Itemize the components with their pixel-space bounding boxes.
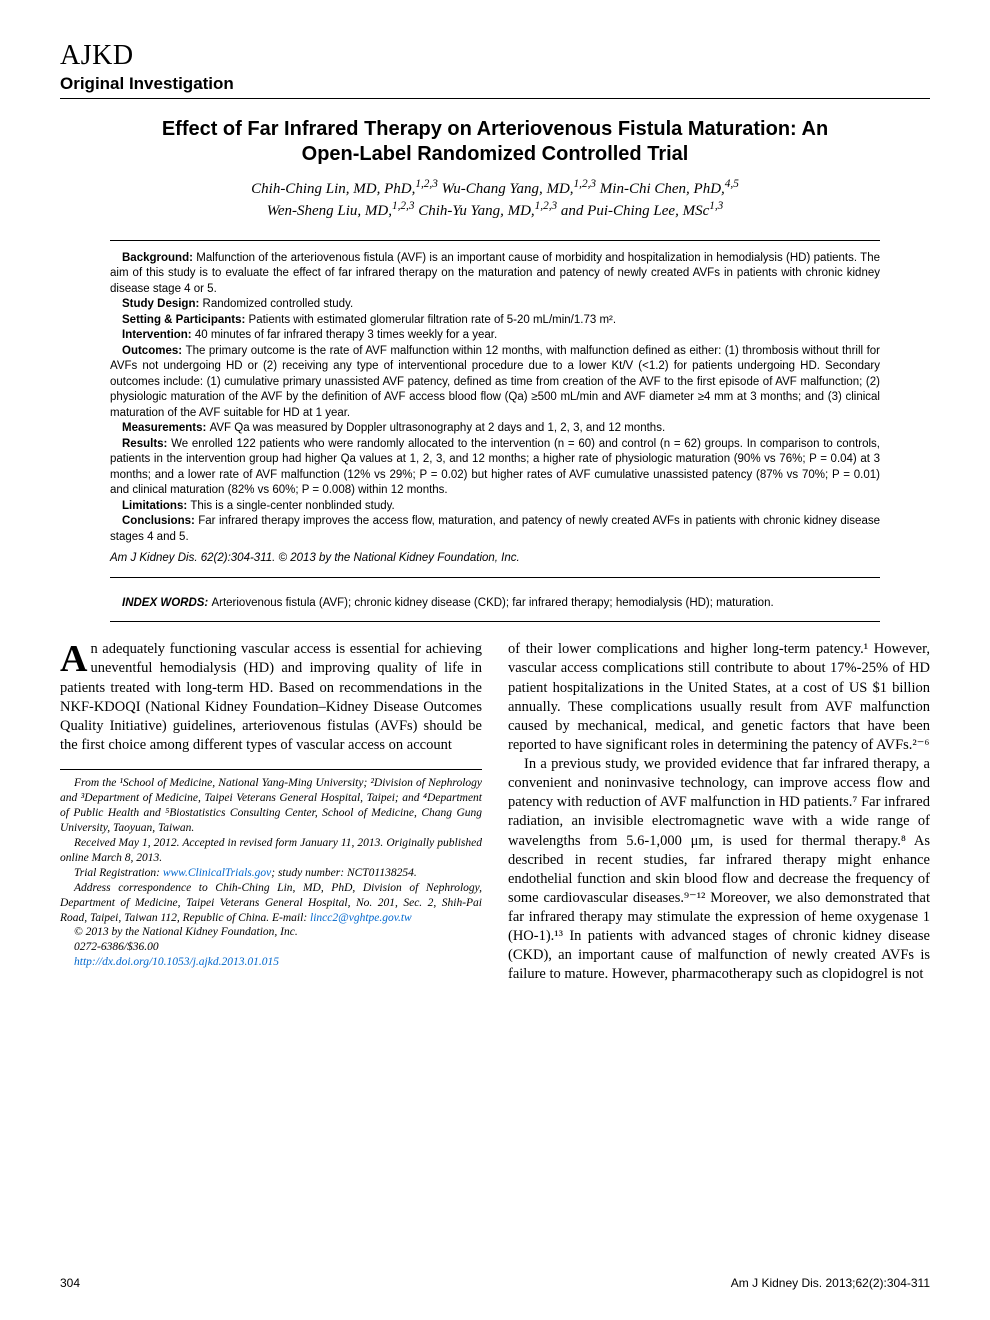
abstract-label: Results: xyxy=(122,438,171,450)
author-text: Wu-Chang Yang, MD, xyxy=(442,181,574,197)
footnotes: From the ¹School of Medicine, National Y… xyxy=(60,769,482,970)
body-text: n adequately functioning vascular access… xyxy=(60,641,482,753)
abstract-label: Intervention: xyxy=(122,329,195,341)
abstract-label: Limitations: xyxy=(122,500,190,512)
author-text: and Pui-Ching Lee, MSc xyxy=(561,203,709,219)
index-words-box: INDEX WORDS: Arteriovenous fistula (AVF)… xyxy=(110,588,880,623)
body-columns: An adequately functioning vascular acces… xyxy=(60,640,930,984)
index-words: Arteriovenous fistula (AVF); chronic kid… xyxy=(211,597,773,609)
section-label: Original Investigation xyxy=(60,74,930,94)
left-column: An adequately functioning vascular acces… xyxy=(60,640,482,984)
dropcap: A xyxy=(60,640,90,675)
abstract-label: Conclusions: xyxy=(122,515,198,527)
right-column: of their lower complications and higher … xyxy=(508,640,930,984)
trial-link[interactable]: www.ClinicalTrials.gov xyxy=(163,867,271,879)
author-text: Wen-Sheng Liu, MD, xyxy=(267,203,392,219)
page-number: 304 xyxy=(60,1276,80,1290)
abstract-text: This is a single-center nonblinded study… xyxy=(190,500,394,512)
author-list: Chih-Ching Lin, MD, PhD,1,2,3 Wu-Chang Y… xyxy=(140,177,850,222)
abstract-label: Measurements: xyxy=(122,422,210,434)
affil-sup: 1,2,3 xyxy=(574,178,597,190)
journal-citation: Am J Kidney Dis. 2013;62(2):304-311 xyxy=(731,1276,930,1290)
author-text: Chih-Ching Lin, MD, PhD, xyxy=(251,181,415,197)
abstract-citation: Am J Kidney Dis. 62(2):304-311. © 2013 b… xyxy=(110,551,880,567)
article-title: Effect of Far Infrared Therapy on Arteri… xyxy=(140,117,850,167)
footnote-copyright: © 2013 by the National Kidney Foundation… xyxy=(60,925,482,940)
abstract-text: We enrolled 122 patients who were random… xyxy=(110,438,880,497)
abstract-text: AVF Qa was measured by Doppler ultrasono… xyxy=(210,422,666,434)
page-footer: 304 Am J Kidney Dis. 2013;62(2):304-311 xyxy=(60,1276,930,1290)
abstract-text: Randomized controlled study. xyxy=(203,298,354,310)
footnote-correspondence: Address correspondence to Chih-Ching Lin… xyxy=(60,881,482,926)
abstract-text: Malfunction of the arteriovenous fistula… xyxy=(110,252,880,295)
abstract-text: 40 minutes of far infrared therapy 3 tim… xyxy=(195,329,497,341)
abstract-text: The primary outcome is the rate of AVF m… xyxy=(110,345,880,419)
author-text: Chih-Yu Yang, MD, xyxy=(418,203,534,219)
journal-header: AJKD Original Investigation xyxy=(60,40,930,99)
body-paragraph: An adequately functioning vascular acces… xyxy=(60,640,482,755)
footnote-affil: From the ¹School of Medicine, National Y… xyxy=(60,776,482,836)
index-label: INDEX WORDS: xyxy=(122,597,211,609)
journal-logo: AJKD xyxy=(60,40,930,72)
footnote-issn: 0272-6386/$36.00 xyxy=(60,940,482,955)
abstract-text: Patients with estimated glomerular filtr… xyxy=(249,314,617,326)
affil-sup: 1,2,3 xyxy=(392,200,415,212)
abstract-label: Background: xyxy=(122,252,196,264)
abstract-box: Background: Malfunction of the arteriove… xyxy=(110,240,880,578)
doi-link[interactable]: http://dx.doi.org/10.1053/j.ajkd.2013.01… xyxy=(74,956,279,968)
body-paragraph: In a previous study, we provided evidenc… xyxy=(508,755,930,985)
affil-sup: 1,2,3 xyxy=(535,200,558,212)
affil-sup: 1,3 xyxy=(709,200,723,212)
body-paragraph: of their lower complications and higher … xyxy=(508,640,930,755)
affil-sup: 4,5 xyxy=(725,178,739,190)
abstract-text: Far infrared therapy improves the access… xyxy=(110,515,880,543)
abstract-label: Setting & Participants: xyxy=(122,314,249,326)
footnote-received: Received May 1, 2012. Accepted in revise… xyxy=(60,836,482,866)
email-link[interactable]: lincc2@vghtpe.gov.tw xyxy=(310,912,412,924)
abstract-label: Study Design: xyxy=(122,298,203,310)
footnote-trial: Trial Registration: www.ClinicalTrials.g… xyxy=(60,866,482,881)
abstract-label: Outcomes: xyxy=(122,345,186,357)
affil-sup: 1,2,3 xyxy=(415,178,438,190)
author-text: Min-Chi Chen, PhD, xyxy=(600,181,725,197)
footnote-doi: http://dx.doi.org/10.1053/j.ajkd.2013.01… xyxy=(60,955,482,970)
